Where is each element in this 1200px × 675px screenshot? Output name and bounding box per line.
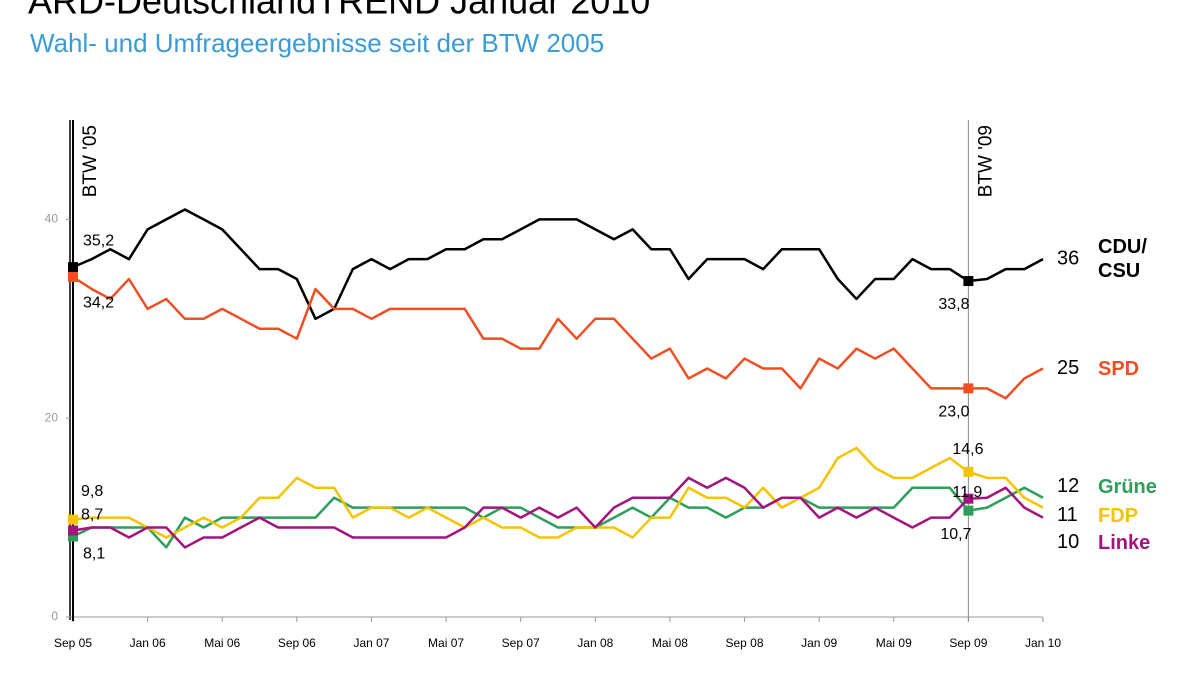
value-label: 9,8	[81, 483, 103, 500]
value-label: 34,2	[83, 294, 114, 311]
y-tick-label: 20	[45, 410, 59, 424]
value-label: 35,2	[83, 232, 114, 249]
value-label: 11,9	[952, 484, 982, 501]
chart-title: ARD-DeutschlandTREND Januar 2010	[28, 0, 650, 22]
x-tick-label: Mai 06	[204, 636, 240, 650]
value-label: 33,8	[938, 296, 969, 313]
end-value-label: 25	[1057, 357, 1079, 379]
election-marker	[68, 525, 78, 536]
legend-entry: Linke	[1098, 531, 1151, 554]
election-label: BTW '05	[80, 125, 101, 197]
value-label: 8,7	[81, 507, 103, 524]
end-value-label: 12	[1057, 475, 1079, 497]
x-tick-label: Sep 08	[726, 636, 764, 650]
x-tick-label: Mai 08	[652, 636, 688, 650]
end-value-label: 10	[1057, 531, 1079, 553]
value-label: 10,7	[940, 526, 971, 543]
series-line	[72, 476, 1044, 549]
series-line	[72, 208, 1044, 321]
y-tick-label: 0	[51, 609, 58, 623]
election-label: BTW '09	[975, 125, 996, 197]
x-tick-label: Sep 07	[502, 636, 540, 650]
y-tick-label: 40	[45, 212, 59, 226]
legend-entry: Grüne	[1098, 475, 1157, 498]
x-tick-label: Jan 06	[130, 636, 166, 650]
election-marker	[68, 272, 78, 283]
election-marker	[963, 493, 974, 504]
election-marker	[963, 383, 974, 394]
value-label: 14,6	[952, 441, 983, 458]
series-line	[72, 446, 1044, 539]
x-tick-label: Jan 10	[1025, 636, 1061, 650]
x-tick-label: Mai 09	[876, 636, 912, 650]
end-value-label: 36	[1057, 247, 1079, 269]
x-tick-label: Sep 09	[949, 636, 987, 650]
election-marker	[963, 505, 974, 516]
x-tick-label: Jan 08	[577, 636, 613, 650]
x-tick-label: Mai 07	[428, 636, 464, 650]
legend-entry: CDU/ CSU	[1098, 236, 1147, 283]
legend-entry: SPD	[1098, 357, 1140, 380]
chart-subtitle: Wahl- und Umfrageergebnisse seit der BTW…	[30, 28, 604, 58]
value-label: 23,0	[938, 404, 969, 421]
value-label: 8,1	[83, 546, 105, 563]
election-marker	[68, 531, 78, 542]
election-marker	[963, 466, 974, 477]
election-marker	[68, 514, 78, 525]
legend-entry: FDP	[1098, 504, 1138, 527]
x-tick-label: Jan 09	[801, 636, 837, 650]
x-tick-label: Sep 05	[54, 636, 92, 650]
x-tick-label: Jan 07	[353, 636, 389, 650]
end-value-label: 11	[1057, 504, 1078, 526]
series-line	[72, 486, 1044, 549]
election-marker	[963, 276, 974, 287]
election-marker	[68, 262, 78, 273]
x-tick-label: Sep 06	[278, 636, 316, 650]
series-line	[72, 275, 1044, 400]
